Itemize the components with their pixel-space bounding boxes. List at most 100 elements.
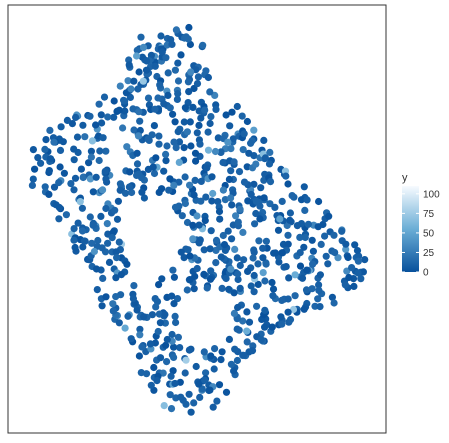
scatter-point (222, 388, 231, 396)
scatter-point (334, 254, 342, 262)
scatter-point (70, 186, 78, 194)
scatter-point (300, 243, 308, 251)
scatter-point (303, 266, 311, 274)
scatter-point (190, 191, 198, 199)
scatter-point (304, 220, 312, 228)
legend-colorbar (402, 186, 419, 272)
scatter-point (97, 212, 105, 220)
scatter-point (252, 197, 260, 205)
scatter-point (46, 155, 55, 163)
scatter-point (85, 159, 93, 167)
scatter-point (71, 174, 80, 182)
scatter-point (338, 227, 346, 235)
scatter-point (233, 254, 241, 262)
scatter-point (169, 110, 177, 118)
scatter-point (181, 199, 189, 208)
scatter-point (162, 157, 170, 165)
scatter-point (206, 386, 214, 394)
scatter-point (301, 206, 309, 214)
scatter-point (138, 188, 146, 196)
scatter-point (247, 139, 255, 147)
scatter-point (151, 105, 159, 113)
scatter-point (314, 223, 322, 231)
scatter-point (211, 345, 219, 353)
scatter-point (291, 292, 299, 300)
scatter-point (239, 351, 247, 359)
scatter-point (308, 285, 316, 293)
scatter-point (180, 144, 188, 152)
scatter-point (284, 240, 292, 248)
scatter-point (203, 164, 211, 172)
scatter-point (78, 204, 86, 212)
scatter-point (259, 244, 267, 252)
scatter-point (184, 78, 192, 86)
scatter-point (170, 353, 178, 361)
scatter-point (289, 305, 298, 314)
scatter-point (102, 175, 110, 183)
scatter-point (208, 197, 216, 205)
scatter-point (262, 260, 270, 268)
legend-title: y (402, 172, 408, 184)
scatter-point (155, 310, 163, 318)
scatter-point (101, 167, 109, 175)
scatter-point (156, 319, 164, 327)
scatter-point (181, 369, 189, 377)
scatter-point (76, 198, 84, 206)
scatter-point (170, 273, 178, 281)
scatter-point (168, 292, 176, 300)
scatter-point (86, 175, 94, 183)
scatter-point (238, 112, 246, 120)
scatter-point (135, 68, 143, 76)
scatter-point (171, 379, 179, 388)
scatter-point (195, 221, 203, 229)
scatter-point (239, 146, 247, 154)
scatter-point (236, 205, 244, 213)
scatter-point (133, 160, 142, 168)
scatter-point (240, 178, 249, 186)
scatter-point (182, 356, 190, 364)
scatter-point (185, 23, 193, 32)
scatter-point (224, 227, 232, 235)
scatter-point (159, 369, 167, 377)
scatter-point (259, 254, 267, 262)
scatter-point (136, 117, 144, 125)
legend-tick-label: 50 (423, 228, 435, 239)
scatter-point (353, 247, 362, 255)
scatter-point (212, 105, 220, 113)
scatter-point (236, 284, 244, 292)
scatter-point (233, 356, 241, 365)
scatter-point (162, 150, 170, 158)
scatter-point (217, 356, 225, 364)
scatter-point (227, 167, 235, 175)
scatter-point (187, 68, 195, 76)
scatter-point (88, 239, 96, 247)
scatter-point (232, 212, 240, 220)
scatter-point (72, 113, 80, 121)
scatter-point (233, 102, 241, 111)
scatter-point (97, 111, 105, 119)
scatter-point (87, 147, 95, 155)
scatter-point (109, 300, 117, 308)
scatter-point (121, 324, 129, 332)
scatter-point (230, 289, 238, 297)
scatter-point (235, 326, 243, 334)
scatter-point (204, 73, 212, 82)
scatter-point (308, 236, 316, 244)
scatter-point (201, 106, 209, 114)
scatter-point (148, 311, 156, 319)
scatter-point (154, 94, 162, 102)
scatter-point (46, 126, 54, 134)
scatter-point (234, 218, 242, 226)
scatter-point (170, 138, 178, 146)
scatter-point (81, 133, 89, 141)
scatter-point (204, 146, 213, 154)
scatter-point (269, 292, 277, 300)
scatter-point (119, 124, 127, 132)
scatter-point (70, 225, 78, 233)
scatter-point (149, 163, 157, 171)
scatter-point (160, 100, 168, 108)
scatter-point (160, 167, 168, 175)
scatter-point (173, 295, 182, 303)
scatter-point (240, 256, 248, 264)
scatter-point (70, 145, 78, 153)
